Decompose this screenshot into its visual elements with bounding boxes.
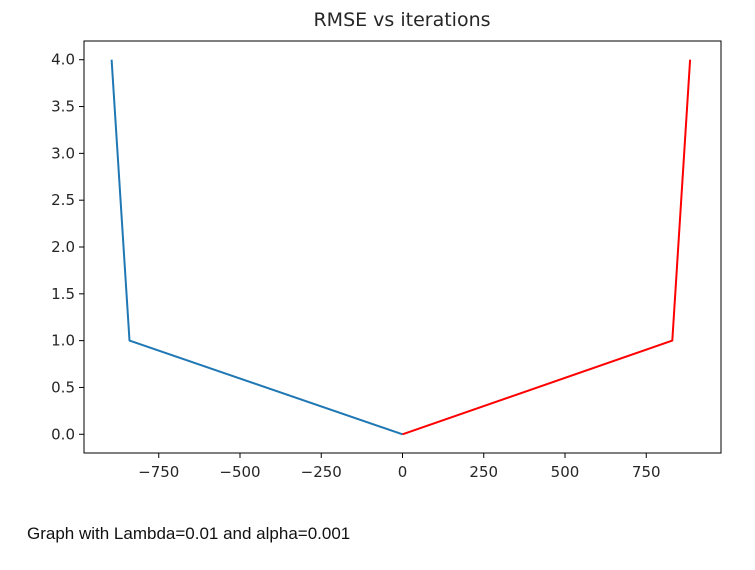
- line-chart: RMSE vs iterations −750 −500 −250 0 250 500 75…: [51, 9, 722, 481]
- x-tick-label: −250: [301, 463, 342, 481]
- graph-caption: Graph with Lambda=0.01 and alpha=0.001: [27, 524, 351, 543]
- y-tick-label: 3.5: [51, 98, 75, 116]
- x-tick-label: 750: [632, 463, 661, 481]
- y-tick-label: 1.0: [51, 332, 75, 350]
- x-tick-label: −500: [219, 463, 260, 481]
- chart-title: RMSE vs iterations: [313, 9, 490, 31]
- y-tick-label: 0.0: [51, 425, 75, 443]
- plot-frame: [83, 40, 722, 454]
- x-tick-label: 500: [551, 463, 580, 481]
- y-axis: 0.0 0.5 1.0 1.5 2.0 2.5 3.0 3.5 4.0: [51, 51, 84, 443]
- series-line-2: [402, 59, 692, 436]
- y-tick-label: 2.5: [51, 191, 75, 209]
- x-axis: −750 −500 −250 0 250 500 750: [138, 453, 661, 481]
- series-line-1: [110, 59, 403, 436]
- y-tick-label: 3.0: [51, 144, 75, 162]
- x-tick-label: −750: [138, 463, 179, 481]
- y-tick-label: 0.5: [51, 378, 75, 396]
- x-tick-label: 250: [469, 463, 498, 481]
- series-layer: [110, 59, 692, 436]
- y-tick-label: 4.0: [51, 51, 75, 69]
- y-tick-label: 1.5: [51, 285, 75, 303]
- x-tick-label: 0: [398, 463, 408, 481]
- y-tick-label: 2.0: [51, 238, 75, 256]
